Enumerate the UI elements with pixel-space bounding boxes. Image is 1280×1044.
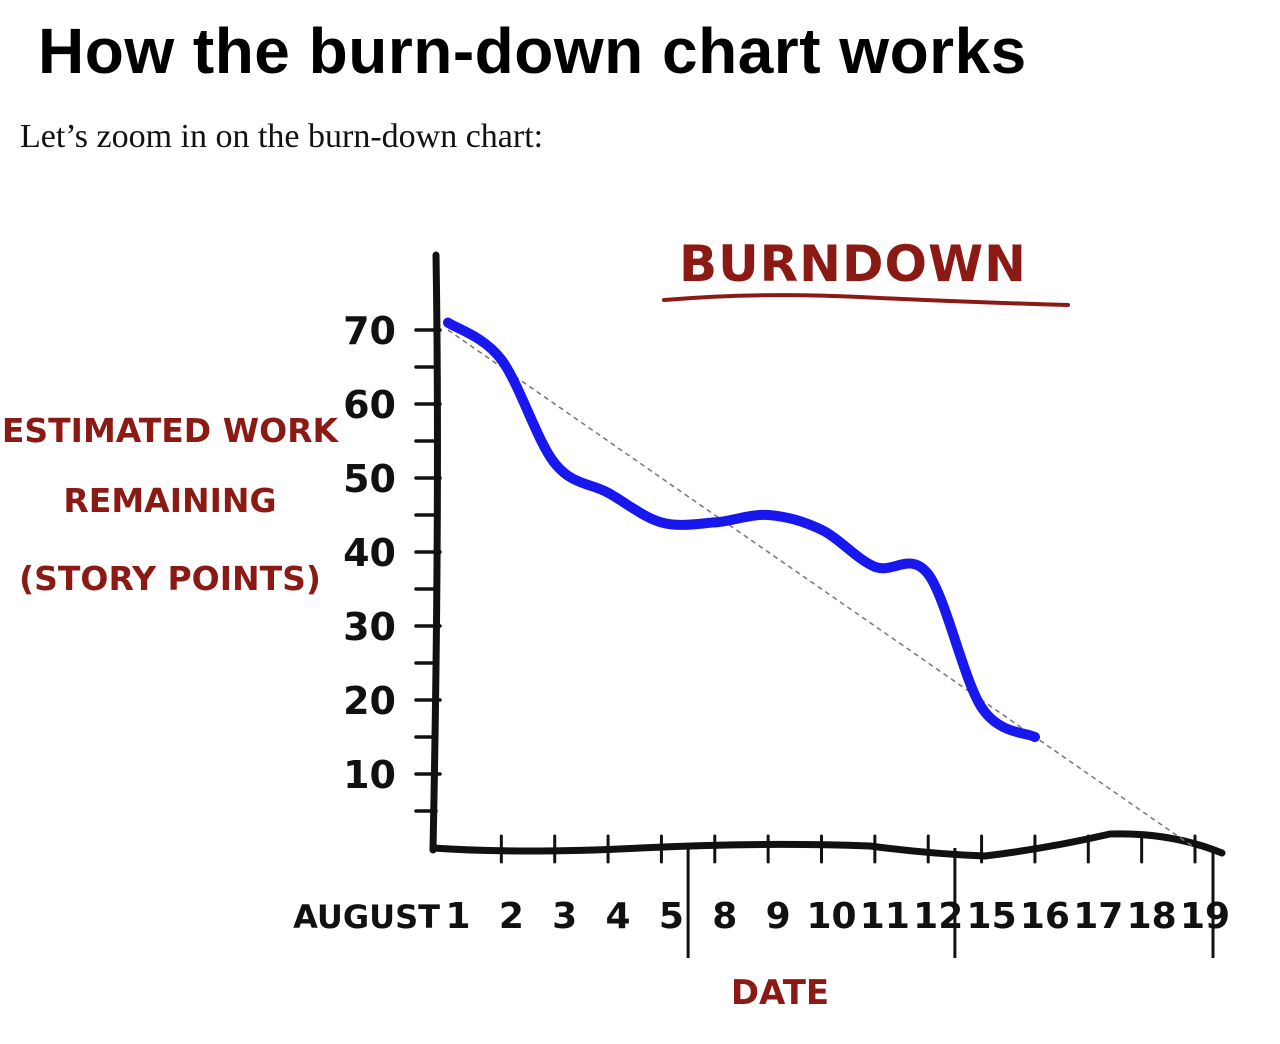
actual-data-point	[816, 524, 827, 535]
actual-data-point	[603, 487, 614, 498]
chart-title: BURNDOWN	[679, 235, 1027, 293]
actual-data-point	[869, 561, 880, 572]
x-tick-label: 3	[552, 896, 577, 937]
x-tick-label: 10	[806, 896, 856, 937]
x-tick-label: 4	[606, 896, 631, 937]
actual-burndown-line	[443, 317, 1040, 742]
page-title: How the burn-down chart works	[38, 15, 1027, 87]
x-tick-label: 12	[913, 896, 963, 937]
x-tick-label: 17	[1073, 896, 1123, 937]
y-tick-label: 70	[343, 309, 396, 353]
actual-data-point	[1029, 732, 1040, 742]
actual-data-point	[709, 517, 720, 528]
y-tick-label: 40	[343, 531, 396, 575]
x-axis-line	[429, 830, 1226, 860]
actual-data-point	[549, 458, 560, 469]
x-tick-label: 19	[1180, 896, 1230, 937]
x-tick-label: 5	[659, 896, 684, 937]
actual-data-point	[976, 702, 987, 713]
x-tick-label: 18	[1127, 896, 1177, 937]
actual-data-point	[656, 517, 667, 528]
y-axis-label: ESTIMATED WORK REMAINING (STORY POINTS)	[2, 411, 340, 598]
x-tick-label: 8	[712, 896, 737, 937]
x-tick-label: 11	[860, 896, 910, 937]
x-tick-label: 15	[967, 896, 1017, 937]
y-tick-label: 20	[343, 679, 396, 723]
y-axis-line	[429, 251, 441, 854]
ideal-burndown-line	[447, 329, 1196, 849]
actual-data-point	[763, 510, 774, 520]
x-axis-label: DATE	[731, 973, 829, 1013]
y-tick-label: 30	[343, 605, 396, 649]
x-tick-label: 1	[445, 896, 470, 937]
y-axis-label-line: ESTIMATED WORK	[2, 411, 340, 450]
title-underline	[662, 293, 1070, 307]
x-tick-label: 9	[766, 896, 791, 937]
actual-data-point	[443, 317, 453, 328]
y-axis-label-line: REMAINING	[63, 481, 276, 520]
y-tick-label: 60	[343, 383, 396, 427]
y-tick-label: 50	[343, 457, 396, 501]
x-tick-label: 16	[1020, 896, 1070, 937]
actual-data-point	[923, 569, 934, 580]
x-axis-prefix: AUGUST	[293, 898, 440, 936]
intro-text: Let’s zoom in on the burn-down chart:	[20, 118, 544, 155]
x-tick-label: 2	[499, 896, 524, 937]
actual-data-point	[496, 354, 507, 365]
y-axis-label-line: (STORY POINTS)	[19, 559, 321, 598]
y-tick-label: 10	[343, 753, 396, 797]
